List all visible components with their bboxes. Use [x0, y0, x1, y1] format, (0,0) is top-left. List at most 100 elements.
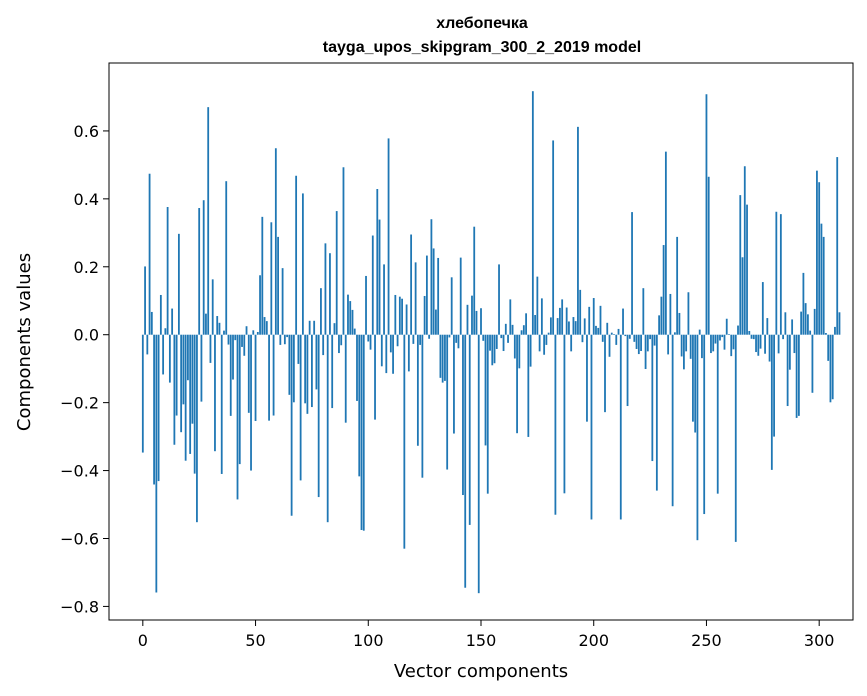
bar-199	[590, 334, 593, 520]
bar-224	[646, 334, 649, 352]
bar-155	[491, 334, 494, 366]
bar-192	[574, 321, 577, 335]
bar-285	[784, 312, 787, 335]
bar-258	[723, 334, 726, 350]
bar-193	[577, 126, 579, 335]
bar-119	[410, 234, 413, 335]
bar-7	[157, 334, 160, 482]
bar-92	[349, 301, 352, 335]
bar-255	[716, 334, 719, 494]
bar-207	[608, 334, 611, 357]
bar-94	[353, 328, 356, 335]
bar-66	[290, 334, 293, 516]
bar-96	[358, 334, 361, 477]
bar-264	[737, 325, 739, 335]
bar-5	[153, 334, 155, 485]
y-axis-ticks: −0.8 −0.6 −0.4 −0.2 0.0 0.2 0.4 0.6	[60, 122, 109, 616]
bar-195	[581, 334, 584, 343]
bar-162	[507, 334, 509, 343]
bar-227	[653, 334, 656, 346]
bar-242	[687, 292, 690, 335]
bar-204	[601, 334, 604, 342]
plot-frame	[108, 62, 854, 621]
bar-150	[480, 308, 482, 335]
bar-198	[588, 306, 591, 335]
bar-288	[791, 319, 794, 335]
bar-289	[793, 334, 796, 354]
bar-50	[254, 334, 257, 421]
bar-179	[545, 334, 548, 345]
bar-78	[317, 334, 320, 498]
bar-73	[306, 334, 309, 414]
bar-243	[689, 334, 692, 359]
bar-170	[525, 313, 527, 335]
bar-248	[701, 334, 703, 359]
bar-206	[606, 322, 609, 335]
bar-65	[288, 334, 291, 395]
bar-188	[565, 307, 568, 335]
bar-14	[173, 334, 176, 445]
bar-151	[482, 334, 485, 341]
x-tick-label: 150	[466, 631, 497, 650]
bar-216	[628, 334, 631, 339]
bar-152	[484, 334, 487, 446]
bar-219	[635, 334, 638, 349]
bar-290	[795, 334, 798, 418]
bar-31	[211, 279, 214, 335]
bar-181	[549, 317, 552, 335]
bar-238	[678, 312, 681, 335]
bar-15	[175, 334, 178, 416]
bar-261	[730, 334, 733, 357]
bar-68	[295, 175, 298, 335]
bar-205	[604, 334, 606, 413]
bar-123	[419, 334, 422, 345]
bar-282	[777, 334, 780, 354]
bar-159	[500, 334, 503, 339]
bar-22	[191, 334, 194, 424]
bar-178	[543, 334, 546, 355]
bar-0	[141, 334, 144, 453]
bar-124	[421, 334, 424, 478]
bar-140	[457, 334, 460, 349]
x-tick-label: 250	[691, 631, 722, 650]
bar-111	[392, 334, 394, 374]
bar-164	[511, 324, 514, 335]
bar-295	[807, 314, 809, 335]
bar-175	[536, 276, 539, 335]
bar-34	[218, 322, 221, 335]
bar-67	[292, 334, 295, 403]
bar-189	[568, 321, 570, 335]
bar-121	[414, 262, 417, 335]
bar-6	[155, 334, 158, 593]
y-axis-label: Components values	[14, 253, 35, 431]
bar-2	[146, 334, 149, 355]
bar-99	[365, 275, 367, 335]
bar-85	[333, 323, 336, 335]
bar-48	[250, 334, 252, 471]
bar-304	[827, 334, 830, 361]
bar-135	[446, 334, 449, 470]
bar-280	[773, 334, 775, 437]
bar-18	[182, 334, 185, 405]
bar-200	[592, 298, 595, 335]
bar-4	[150, 311, 153, 335]
bar-54	[263, 317, 266, 335]
bar-217	[631, 212, 633, 335]
bar-221	[640, 334, 642, 352]
bar-265	[739, 195, 742, 335]
bar-32	[214, 334, 216, 452]
bar-298	[813, 308, 816, 335]
x-tick-label: 200	[578, 631, 609, 650]
bar-42	[236, 334, 239, 500]
bar-208	[610, 332, 613, 335]
bar-183	[554, 334, 557, 515]
bar-136	[448, 334, 451, 338]
bar-45	[243, 334, 246, 356]
bar-142	[462, 334, 464, 496]
bar-212	[619, 334, 622, 520]
bar-130	[435, 309, 437, 335]
bar-90	[344, 334, 347, 423]
bar-153	[486, 334, 489, 494]
bar-125	[423, 295, 426, 335]
bar-278	[768, 334, 771, 362]
